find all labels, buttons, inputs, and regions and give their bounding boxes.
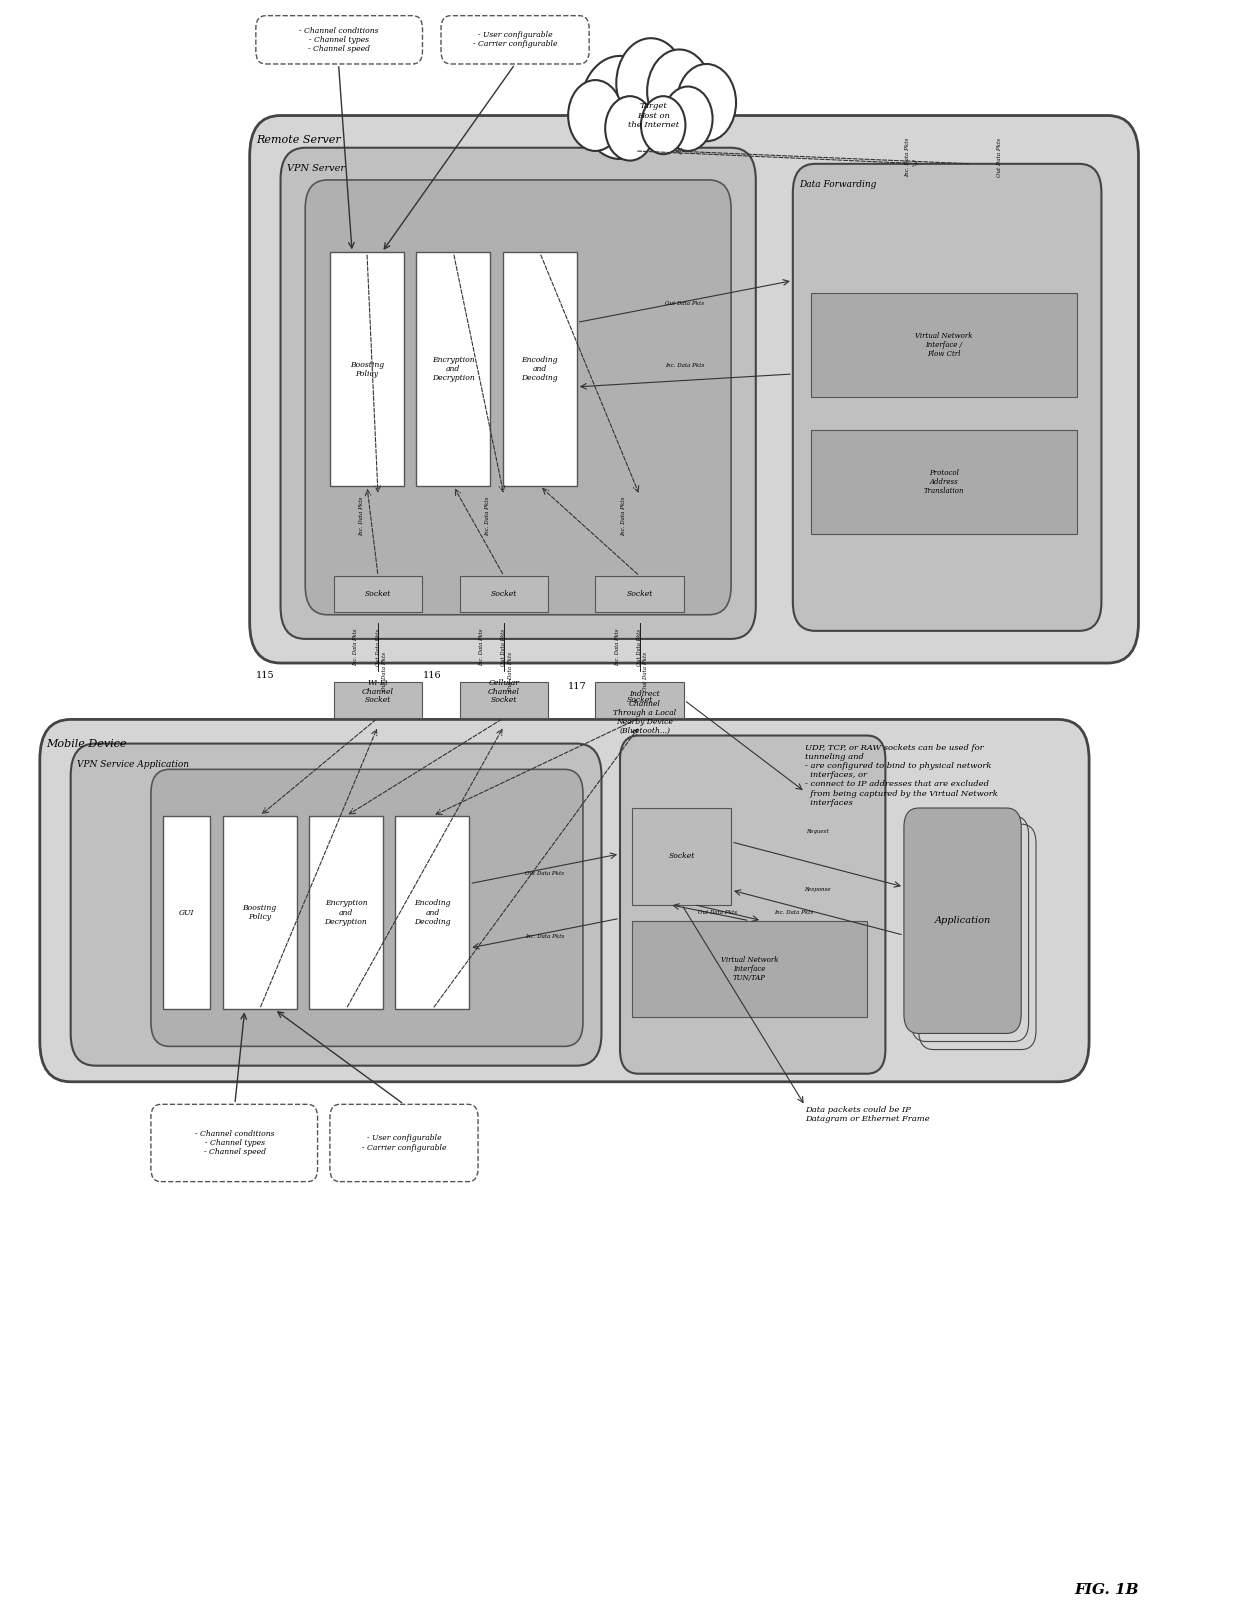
Bar <box>595 682 684 718</box>
Text: 115: 115 <box>255 671 274 680</box>
Bar <box>632 921 867 1018</box>
Bar <box>330 252 404 486</box>
Text: Encoding
and
Decoding: Encoding and Decoding <box>522 356 558 383</box>
Text: Out Data Pkts: Out Data Pkts <box>376 629 381 666</box>
FancyBboxPatch shape <box>249 115 1138 663</box>
Text: Socket: Socket <box>668 852 694 860</box>
Text: Target
Host on
the Internet: Target Host on the Internet <box>627 102 678 129</box>
Text: Inc. Data Pkts: Inc. Data Pkts <box>360 496 365 537</box>
Text: Remote Server: Remote Server <box>255 134 341 145</box>
Text: 117: 117 <box>568 682 587 692</box>
Text: Inc. Data Pkts: Inc. Data Pkts <box>621 496 626 537</box>
Text: Protocol
Address
Translation: Protocol Address Translation <box>924 469 965 494</box>
Text: Request: Request <box>806 829 828 834</box>
Text: Inc. Data Pkts: Inc. Data Pkts <box>485 496 490 537</box>
FancyBboxPatch shape <box>620 735 885 1073</box>
FancyBboxPatch shape <box>40 719 1089 1081</box>
Text: Out Data Pkts: Out Data Pkts <box>665 301 704 307</box>
Circle shape <box>616 39 686 128</box>
Text: Wi-Fi
Channel: Wi-Fi Channel <box>362 679 394 696</box>
Text: Socket: Socket <box>365 696 392 705</box>
Bar <box>595 575 684 611</box>
Bar <box>811 430 1076 535</box>
Text: Inc. Data Pkts: Inc. Data Pkts <box>615 629 620 666</box>
Text: Encoding
and
Decoding: Encoding and Decoding <box>414 900 450 926</box>
Text: Response: Response <box>805 887 831 892</box>
Bar <box>334 682 423 718</box>
Text: Inc. Data Pkts: Inc. Data Pkts <box>353 629 358 666</box>
Text: Out Data Pkts: Out Data Pkts <box>637 629 642 666</box>
Text: Encryption
and
Decryption: Encryption and Decryption <box>432 356 475 383</box>
Circle shape <box>641 97 686 154</box>
FancyBboxPatch shape <box>792 163 1101 630</box>
Text: FIG. 1B: FIG. 1B <box>1074 1584 1138 1597</box>
Circle shape <box>605 97 655 160</box>
Circle shape <box>647 50 712 133</box>
Text: Out Data Pkts: Out Data Pkts <box>382 651 387 692</box>
FancyBboxPatch shape <box>151 769 583 1046</box>
Text: Socket: Socket <box>626 590 653 598</box>
Text: Out Data Pkts: Out Data Pkts <box>501 629 506 666</box>
Text: Socket: Socket <box>491 696 517 705</box>
Text: Out Data Pkts: Out Data Pkts <box>525 871 564 876</box>
Bar <box>460 575 548 611</box>
FancyBboxPatch shape <box>441 16 589 65</box>
FancyBboxPatch shape <box>255 16 423 65</box>
FancyBboxPatch shape <box>151 1104 317 1181</box>
Text: Data Forwarding: Data Forwarding <box>799 179 877 189</box>
Text: Indirect
Channel
Through a Local
Nearby Device
(Bluetooth...): Indirect Channel Through a Local Nearby … <box>613 690 676 735</box>
Text: Virtual Network
Interface
TUN/TAP: Virtual Network Interface TUN/TAP <box>720 955 779 983</box>
Bar <box>502 252 577 486</box>
Text: - Channel conditions
- Channel types
- Channel speed: - Channel conditions - Channel types - C… <box>299 26 378 53</box>
Text: Socket: Socket <box>491 590 517 598</box>
Text: Application: Application <box>935 916 991 926</box>
Bar <box>417 252 490 486</box>
Text: Out Data Pkts: Out Data Pkts <box>644 651 649 692</box>
Text: Cellular
Channel: Cellular Channel <box>489 679 520 696</box>
Text: Boosting
Policy: Boosting Policy <box>243 903 277 921</box>
Text: Boosting
Policy: Boosting Policy <box>350 360 384 378</box>
Text: Out Data Pkts: Out Data Pkts <box>997 137 1002 176</box>
Text: Data packets could be IP
Datagram or Ethernet Frame: Data packets could be IP Datagram or Eth… <box>805 1105 930 1123</box>
Text: GUI: GUI <box>179 908 195 916</box>
Circle shape <box>568 81 622 150</box>
Text: Inc. Data Pkts: Inc. Data Pkts <box>905 137 910 178</box>
Circle shape <box>677 65 737 141</box>
Bar <box>164 816 210 1010</box>
Text: Out Data Pkts: Out Data Pkts <box>698 910 738 915</box>
Text: Socket: Socket <box>626 696 653 705</box>
Text: 116: 116 <box>423 671 441 680</box>
Text: - User configurable
- Carrier configurable: - User configurable - Carrier configurab… <box>472 31 557 48</box>
Bar <box>632 808 732 905</box>
Bar <box>396 816 470 1010</box>
Text: Mobile Device: Mobile Device <box>46 739 126 748</box>
Text: Encryption
and
Decryption: Encryption and Decryption <box>325 900 367 926</box>
FancyBboxPatch shape <box>71 743 601 1065</box>
Text: UDP, TCP, or RAW sockets can be used for
tunneling and
- are configured to bind : UDP, TCP, or RAW sockets can be used for… <box>805 743 998 806</box>
FancyBboxPatch shape <box>280 147 756 638</box>
Text: VPN Service Application: VPN Service Application <box>77 760 188 769</box>
Text: Inc. Data Pkts: Inc. Data Pkts <box>525 934 564 939</box>
FancyBboxPatch shape <box>904 808 1022 1034</box>
Bar <box>460 682 548 718</box>
Text: Socket: Socket <box>365 590 392 598</box>
Bar <box>334 575 423 611</box>
Text: VPN Server: VPN Server <box>286 163 345 173</box>
FancyBboxPatch shape <box>330 1104 479 1181</box>
Text: - Channel conditions
- Channel types
- Channel speed: - Channel conditions - Channel types - C… <box>195 1130 274 1155</box>
Text: Inc. Data Pkts: Inc. Data Pkts <box>665 362 704 368</box>
Text: Out Data Pkts: Out Data Pkts <box>507 651 512 692</box>
Text: Inc. Data Pkts: Inc. Data Pkts <box>479 629 485 666</box>
Text: Virtual Network
Interface /
Flow Ctrl: Virtual Network Interface / Flow Ctrl <box>915 331 973 359</box>
Bar <box>222 816 296 1010</box>
Circle shape <box>580 57 660 158</box>
FancyBboxPatch shape <box>305 179 732 614</box>
Circle shape <box>663 87 713 150</box>
Bar <box>811 292 1076 398</box>
Text: Inc. Data Pkts: Inc. Data Pkts <box>774 910 813 915</box>
Text: - User configurable
- Carrier configurable: - User configurable - Carrier configurab… <box>362 1134 446 1152</box>
Bar <box>309 816 383 1010</box>
